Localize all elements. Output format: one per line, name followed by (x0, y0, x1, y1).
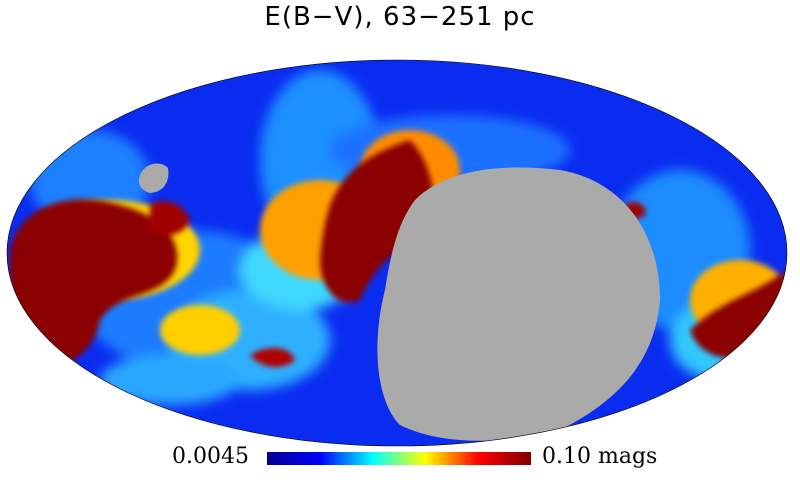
masked-region-small (138, 163, 169, 193)
masked-region-large (377, 167, 660, 441)
map-title: E(B−V), 63−251 pc (264, 2, 536, 32)
map-outline (6, 59, 788, 447)
colorbar-max-label: 0.10 mags (542, 444, 658, 469)
sky-map-body (7, 60, 787, 446)
colorbar (267, 452, 531, 465)
colorbar-min-label: 0.0045 (172, 444, 249, 469)
